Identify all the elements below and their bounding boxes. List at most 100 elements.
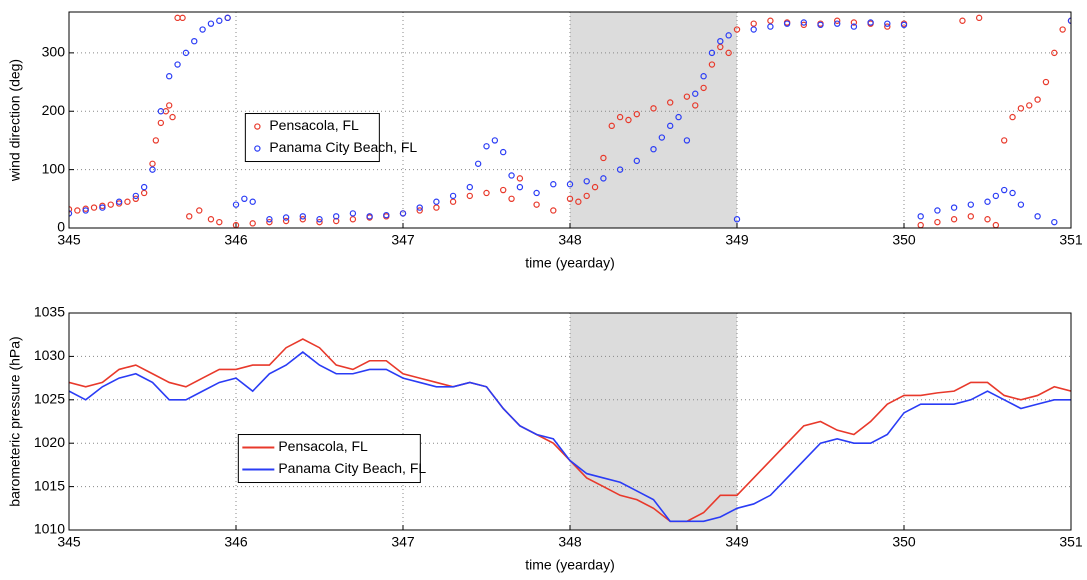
data-point (500, 186, 507, 194)
data-point (566, 181, 574, 188)
data-point (934, 207, 941, 214)
data-point (967, 213, 975, 220)
x-tick-label: 347 (391, 232, 415, 248)
data-point (196, 207, 203, 214)
data-point (675, 113, 682, 121)
data-point (466, 192, 473, 200)
data-point (149, 166, 156, 173)
data-point (216, 218, 223, 226)
data-point (508, 172, 515, 179)
data-point (282, 217, 290, 225)
data-point (700, 84, 707, 92)
data-point (157, 108, 165, 115)
data-point (186, 213, 193, 220)
x-axis-label: time (yearday) (525, 255, 614, 271)
data-point (800, 19, 808, 26)
data-point (132, 192, 139, 200)
legend-label: Pensacola, FL (269, 117, 359, 133)
data-point (1001, 137, 1008, 144)
x-tick-label: 350 (892, 534, 916, 550)
legend: Pensacola, FL Panama City Beach, FL (244, 113, 417, 163)
data-point (783, 20, 791, 27)
data-point (241, 195, 248, 203)
data-point (767, 17, 774, 24)
data-point (633, 157, 641, 165)
data-point (299, 213, 306, 220)
x-tick-label: 346 (224, 232, 248, 248)
data-point (575, 198, 582, 205)
data-point (416, 207, 423, 214)
data-point (199, 26, 206, 33)
y-tick-label: 100 (42, 160, 66, 176)
data-point (683, 93, 691, 100)
data-point (633, 110, 641, 118)
y-tick-label: 1025 (34, 391, 65, 407)
legend-swatch (254, 145, 261, 152)
legend-box (244, 113, 380, 163)
legend-box (237, 434, 421, 484)
data-point (583, 178, 590, 185)
data-point (817, 21, 824, 29)
x-axis-label: time (yearday) (525, 557, 614, 573)
x-tick-label: 345 (57, 534, 81, 550)
data-point (224, 14, 231, 22)
data-point (1051, 218, 1058, 226)
data-point (99, 204, 106, 211)
data-point (608, 122, 615, 130)
data-point (383, 211, 390, 219)
data-point (975, 14, 983, 22)
data-point (333, 213, 340, 220)
data-point (266, 218, 273, 226)
data-point (867, 19, 874, 26)
y-tick-label: 1020 (34, 434, 65, 450)
data-point (1059, 26, 1066, 33)
data-point (449, 198, 457, 205)
x-tick-label: 348 (558, 232, 582, 248)
data-point (316, 218, 323, 226)
data-point (349, 216, 357, 223)
data-point (165, 102, 173, 109)
data-point (1034, 213, 1041, 220)
x-tick-label: 346 (224, 534, 248, 550)
y-tick-label: 1035 (34, 304, 65, 320)
data-point (316, 216, 323, 223)
data-point (157, 119, 165, 127)
shaded-period (570, 12, 737, 228)
data-point (616, 166, 624, 173)
data-point (1034, 96, 1041, 103)
data-point (708, 49, 716, 57)
data-point (508, 195, 515, 203)
data-point (984, 198, 991, 205)
x-tick-label: 348 (558, 534, 582, 550)
data-point (959, 17, 966, 24)
data-point (140, 189, 148, 197)
data-point (591, 183, 599, 191)
x-tick-label: 351 (1059, 534, 1083, 550)
x-tick-label: 350 (892, 232, 916, 248)
data-point (550, 207, 557, 214)
data-point (658, 134, 666, 141)
y-tick-label: 0 (57, 219, 65, 235)
data-point (992, 192, 1000, 200)
axes-frame (68, 312, 1072, 531)
data-point (884, 23, 891, 30)
data-point (207, 216, 215, 223)
data-point (249, 220, 256, 227)
data-point (533, 189, 540, 197)
data-point (152, 137, 160, 144)
y-axis-label: barometeric pressure (hPa) (7, 336, 23, 506)
data-point (115, 198, 123, 205)
data-point (733, 216, 741, 223)
data-point (516, 175, 524, 182)
x-tick-label: 345 (57, 232, 81, 248)
data-point (449, 192, 457, 200)
data-point (550, 181, 557, 188)
data-point (600, 154, 607, 162)
data-point (800, 21, 808, 29)
data-point (366, 213, 373, 220)
data-point (1067, 17, 1071, 24)
data-point (299, 216, 306, 223)
data-point (165, 73, 173, 80)
data-point (1009, 113, 1016, 121)
